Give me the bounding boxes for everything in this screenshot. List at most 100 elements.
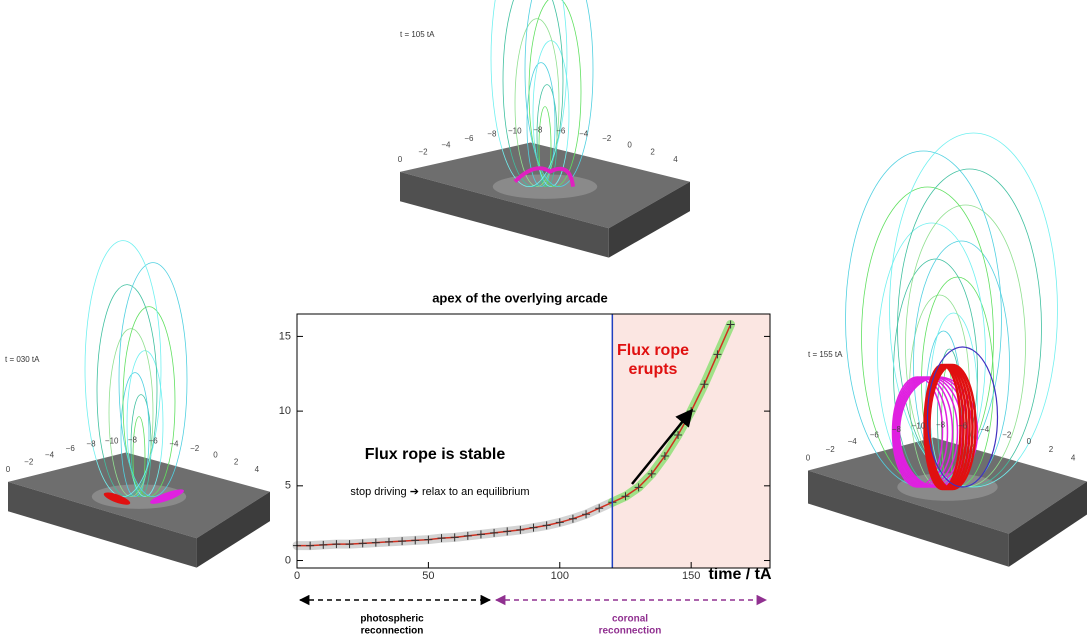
point xyxy=(306,541,315,550)
chart-title: apex of the overlying arcade xyxy=(432,290,608,305)
field-line xyxy=(84,240,162,498)
slab-side xyxy=(400,171,609,258)
point xyxy=(660,451,669,460)
x-tick-label: 100 xyxy=(551,570,569,582)
point xyxy=(437,534,446,543)
panel-axis-label: 0 xyxy=(213,450,218,459)
point xyxy=(345,540,354,549)
point xyxy=(332,540,341,549)
point xyxy=(529,523,538,532)
point xyxy=(595,504,604,513)
panel-axis-label: −6 xyxy=(556,127,566,136)
point xyxy=(319,540,328,549)
point xyxy=(476,530,485,539)
panel-axis-label: −10 xyxy=(912,422,926,431)
flux-rope xyxy=(928,363,977,491)
panel-axis-label: −8 xyxy=(892,425,902,434)
point xyxy=(621,492,630,501)
panel-axis-label: 2 xyxy=(234,457,239,466)
panel-axis-label: −6 xyxy=(870,430,880,439)
panel-axis-label: −2 xyxy=(24,457,34,466)
field-line xyxy=(526,62,556,187)
field-line xyxy=(502,0,564,187)
panel-axis-label: −2 xyxy=(1002,430,1012,439)
plot-frame xyxy=(296,313,771,569)
panel-axis-label: 0 xyxy=(1027,437,1032,446)
x-tick-label: 0 xyxy=(294,570,300,582)
panel-axis-label: −6 xyxy=(464,134,474,143)
field-line xyxy=(118,262,188,498)
point xyxy=(450,533,459,542)
field-line xyxy=(524,0,594,187)
x-axis-label: time / tA xyxy=(708,566,772,583)
panel-axis-label: −10 xyxy=(508,127,522,136)
panel-axis-label: −6 xyxy=(66,444,76,453)
panel-axis-label: −10 xyxy=(105,437,119,446)
field-line xyxy=(108,328,154,498)
point xyxy=(411,536,420,545)
y-tick-label: 5 xyxy=(285,480,291,492)
point xyxy=(371,538,380,547)
point xyxy=(555,518,564,527)
y-tick-label: 15 xyxy=(279,330,291,342)
panel-axis-label: −8 xyxy=(936,421,946,430)
point xyxy=(634,483,643,492)
slab-side xyxy=(1008,481,1087,567)
line xyxy=(297,324,732,547)
point xyxy=(384,537,393,546)
field-line xyxy=(120,372,150,498)
point xyxy=(490,528,499,537)
field-line xyxy=(889,132,1058,488)
panel-axis-label: −8 xyxy=(487,130,497,139)
field-line xyxy=(96,284,158,498)
panel-axis-label: 2 xyxy=(650,147,655,156)
phase-label: reconnection xyxy=(599,626,662,637)
x-tick-label: 150 xyxy=(682,570,700,582)
panel-axis-label: −8 xyxy=(533,126,543,135)
annotation: erupts xyxy=(629,361,678,378)
point xyxy=(424,535,433,544)
x-tick-label: 50 xyxy=(422,570,434,582)
field-line xyxy=(122,306,176,498)
field-line xyxy=(132,416,146,498)
flux-rope xyxy=(103,492,131,505)
eruption-arrow xyxy=(631,408,694,485)
field-line xyxy=(490,0,568,187)
panel-axis-label: 4 xyxy=(255,465,260,474)
point xyxy=(568,514,577,523)
field-line xyxy=(528,0,582,187)
panel-axis-label: −8 xyxy=(86,440,96,449)
point xyxy=(700,380,709,389)
panel-axis-label: −2 xyxy=(826,445,836,454)
panel-axis-label: −6 xyxy=(958,422,968,431)
field-line xyxy=(926,346,999,488)
slab-side xyxy=(8,481,197,568)
panel-axis-label: −4 xyxy=(45,450,55,459)
field-line xyxy=(514,18,560,187)
phase-label: photospheric xyxy=(360,614,424,625)
panel-axis-label: −2 xyxy=(602,134,612,143)
slab-side xyxy=(608,181,690,258)
annotation: stop driving ➔ relax to an equilibrium xyxy=(350,486,529,498)
point xyxy=(726,320,735,329)
point xyxy=(542,521,551,530)
point xyxy=(398,537,407,546)
panel-axis-label: −4 xyxy=(579,130,589,139)
point xyxy=(674,431,683,440)
point xyxy=(503,527,512,536)
phase-label: coronal xyxy=(612,614,648,625)
panel-axis-label: −6 xyxy=(149,437,159,446)
point xyxy=(647,469,656,478)
shaded-region xyxy=(612,314,770,568)
panel-axis-label: −4 xyxy=(848,437,858,446)
panel-axis-label: −8 xyxy=(128,436,138,445)
point xyxy=(516,525,525,534)
flux-rope xyxy=(150,489,184,504)
panel-axis-label: 0 xyxy=(806,454,811,463)
panel-axis-label: −4 xyxy=(980,425,990,434)
panel-axis-label: −4 xyxy=(169,440,179,449)
panel-axis-label: 0 xyxy=(627,140,632,149)
panel-axis-label: −2 xyxy=(190,444,200,453)
point xyxy=(713,350,722,359)
